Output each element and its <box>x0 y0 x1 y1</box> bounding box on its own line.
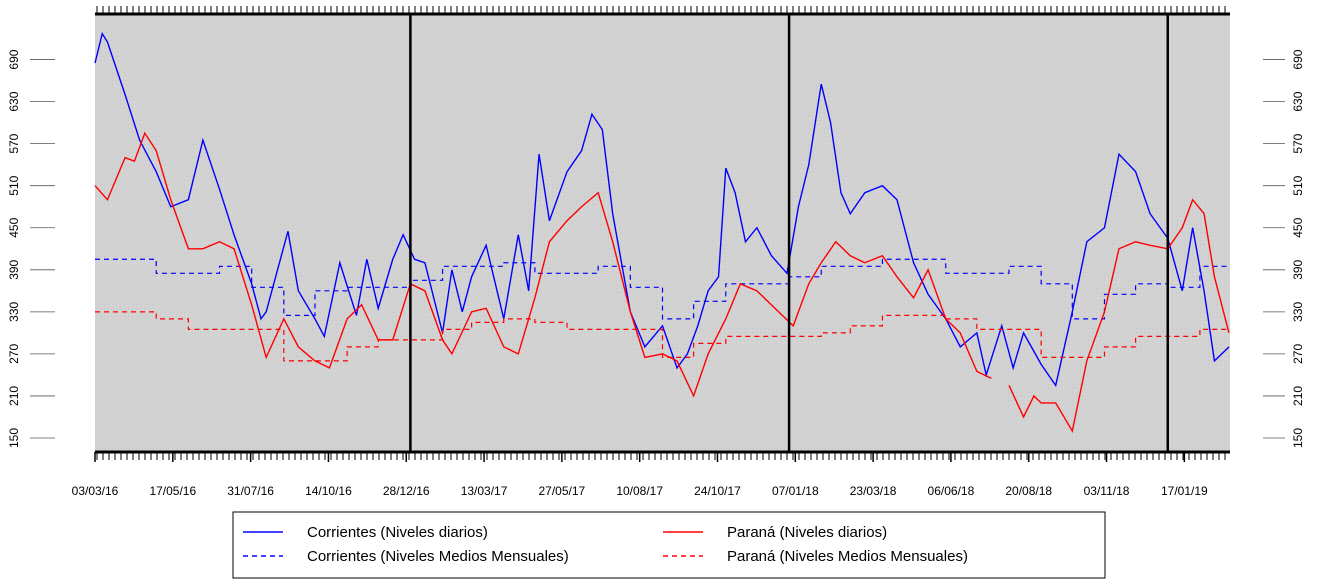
y-tick-label: 210 <box>7 386 21 406</box>
legend-label: Corrientes (Niveles Medios Mensuales) <box>307 548 569 565</box>
legend <box>232 511 1106 579</box>
y2-tick-label: 450 <box>1291 217 1305 237</box>
step-line <box>95 258 1230 320</box>
x-tick-label: 17/05/16 <box>149 484 196 498</box>
x-tick-label: 27/05/17 <box>539 484 586 498</box>
y2-tick-label: 270 <box>1291 344 1305 364</box>
x-tick-label: 13/03/17 <box>461 484 508 498</box>
legend-label: Paraná (Niveles Medios Mensuales) <box>727 548 968 565</box>
y-tick-label: 630 <box>7 91 21 111</box>
top-ticks <box>95 6 1230 14</box>
y2-tick-label: 570 <box>1291 133 1305 153</box>
y2-tick-label: 210 <box>1291 386 1305 406</box>
step-line <box>95 311 1230 362</box>
y2-tick-label: 510 <box>1291 175 1305 195</box>
x-tick-label: 03/03/16 <box>72 484 119 498</box>
y-tick-label: 150 <box>7 428 21 448</box>
y-tick-label: 570 <box>7 133 21 153</box>
x-tick-label: 20/08/18 <box>1005 484 1052 498</box>
x-tick-label: 14/10/16 <box>305 484 352 498</box>
x-tick-label: 17/01/19 <box>1161 484 1208 498</box>
line <box>94 131 1230 433</box>
x-tick-label: 24/10/17 <box>694 484 741 498</box>
x-tick-label: 06/06/18 <box>928 484 975 498</box>
x-tick-label: 23/03/18 <box>850 484 897 498</box>
y-tick-label: 330 <box>7 302 21 322</box>
legend-label: Corrientes (Niveles diarios) <box>307 524 488 541</box>
x-tick-label: 03/11/18 <box>1084 484 1130 498</box>
line <box>94 31 1230 388</box>
y2-tick-label: 150 <box>1291 428 1305 448</box>
y-tick-label: 690 <box>7 49 21 69</box>
y2-tick-label: 390 <box>1291 259 1305 279</box>
bottom-ticks <box>95 452 1230 460</box>
y-tick-label: 270 <box>7 344 21 364</box>
y2-tick-label: 630 <box>1291 91 1305 111</box>
legend-label: Paraná (Niveles diarios) <box>727 524 887 541</box>
x-tick-label: 07/01/18 <box>772 484 819 498</box>
marks <box>94 31 1230 433</box>
plot-area <box>95 14 1230 452</box>
y-tick-label: 390 <box>7 259 21 279</box>
y-tick-label: 510 <box>7 175 21 195</box>
y2-tick-label: 690 <box>1291 49 1305 69</box>
y2-tick-label: 330 <box>1291 302 1305 322</box>
x-tick-label: 10/08/17 <box>616 484 663 498</box>
x-tick-label: 28/12/16 <box>383 484 430 498</box>
y-tick-label: 450 <box>7 217 21 237</box>
x-tick-label: 31/07/16 <box>227 484 274 498</box>
